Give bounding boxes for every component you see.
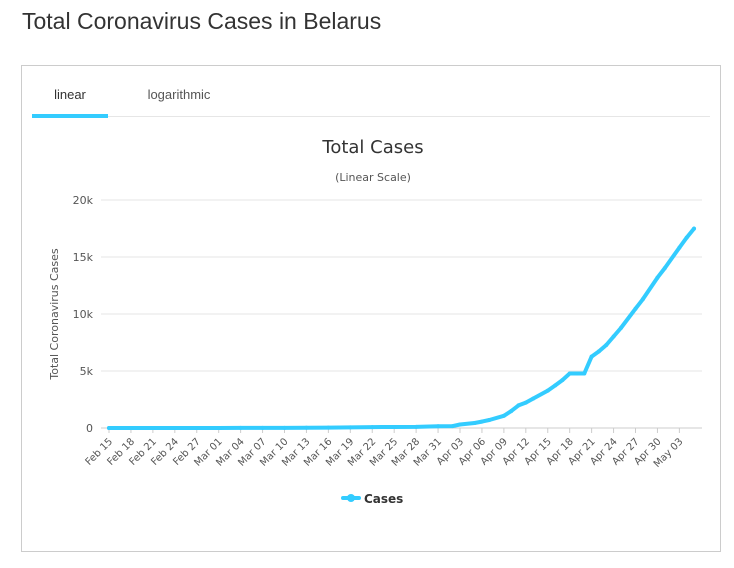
data-point <box>575 371 579 376</box>
data-point <box>304 425 309 430</box>
data-point <box>582 371 587 376</box>
page-title: Total Coronavirus Cases in Belarus <box>22 8 382 34</box>
chart-title: Total Cases <box>321 137 423 158</box>
legend[interactable]: Cases <box>341 492 403 506</box>
data-point <box>684 235 689 240</box>
data-point <box>567 371 572 376</box>
data-point <box>611 334 616 339</box>
data-point <box>128 426 133 430</box>
data-point <box>509 409 514 414</box>
data-point <box>479 419 484 424</box>
data-point <box>172 426 177 430</box>
data-point <box>472 421 477 425</box>
grid-lines <box>101 199 702 429</box>
y-axis-ticks: 0 5k 10k 15k 20k <box>73 194 94 435</box>
data-point <box>238 425 243 430</box>
data-point <box>640 297 645 302</box>
data-point <box>370 425 375 430</box>
data-point <box>450 424 455 429</box>
y-tick-label: 20k <box>73 194 94 207</box>
data-point <box>662 266 667 271</box>
data-point <box>531 396 536 401</box>
y-tick-label: 5k <box>80 365 94 378</box>
data-point <box>282 425 287 430</box>
data-point <box>501 413 506 418</box>
data-point <box>677 245 682 250</box>
chart-panel: linear logarithmic <box>21 65 721 552</box>
data-point <box>260 425 265 430</box>
data-point <box>348 425 353 430</box>
tab-logarithmic[interactable]: logarithmic <box>147 87 211 102</box>
data-point <box>414 424 419 429</box>
legend-cases-label: Cases <box>364 492 403 506</box>
data-point <box>436 424 441 429</box>
data-point <box>692 226 696 231</box>
data-point <box>618 326 623 330</box>
tab-linear[interactable]: linear <box>32 66 108 118</box>
scale-tabs: linear logarithmic <box>32 66 710 118</box>
y-tick-label: 0 <box>86 422 93 435</box>
data-point <box>655 275 660 280</box>
data-point <box>604 343 609 347</box>
data-point <box>553 383 558 388</box>
y-tick-label: 15k <box>73 251 94 264</box>
data-point <box>596 349 601 354</box>
data-point <box>487 418 492 422</box>
data-point <box>458 422 462 427</box>
data-point <box>326 425 331 430</box>
legend-cases-dot <box>347 494 355 502</box>
data-point <box>560 378 565 383</box>
data-point <box>633 306 638 311</box>
series-line-cases <box>107 226 696 430</box>
y-axis-label: Total Coronavirus Cases <box>48 248 61 381</box>
data-point <box>516 403 521 408</box>
data-point <box>107 426 111 430</box>
data-point <box>545 388 550 393</box>
data-point <box>150 426 155 430</box>
series-layer <box>107 226 696 430</box>
data-point <box>392 425 397 429</box>
y-tick-label: 10k <box>73 308 94 321</box>
data-point <box>589 354 594 359</box>
data-point <box>523 400 528 405</box>
chart-subtitle: (Linear Scale) <box>335 171 411 184</box>
data-point <box>194 426 199 430</box>
data-point <box>216 426 221 430</box>
